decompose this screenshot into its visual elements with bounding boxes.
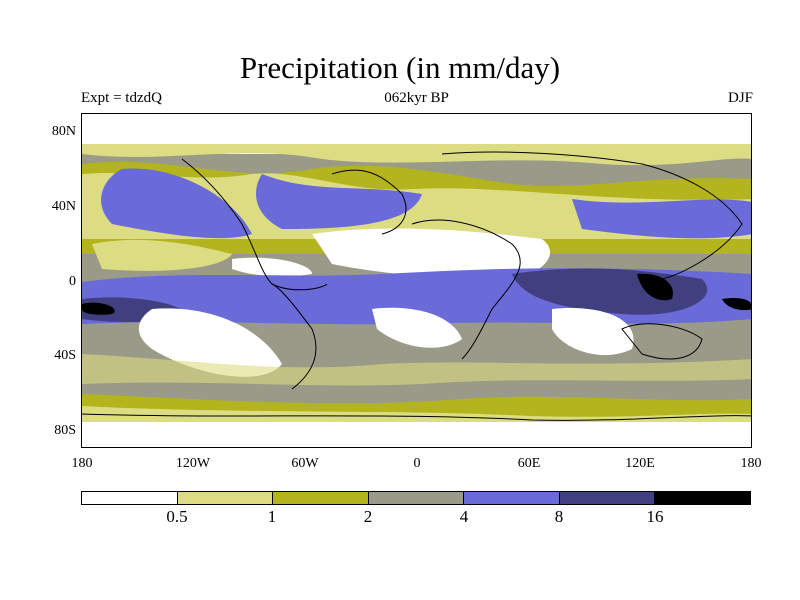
lon-label: 120E [625,456,655,471]
north-pacific-wet [101,168,252,239]
colorbar-label: 4 [459,507,469,526]
lon-label: 180 [740,456,762,471]
colorbar-box [464,492,560,504]
colorbar-box [368,492,465,504]
precipitation-field [82,114,751,447]
lat-label: 80S [54,423,76,438]
lon-label: 120W [175,456,211,471]
colorbar-box [177,492,274,504]
lat-label: 80N [51,124,76,139]
nw-pacific-wet [572,199,751,239]
colorbar-label: 1 [267,507,277,526]
south-pacific-dry [138,308,282,377]
south-indian-dry [552,308,634,356]
arctic-band [82,144,751,166]
experiment-label: Expt = tdzdQ [81,90,162,106]
lat-label: 40S [54,348,76,363]
colorbar-box [82,492,178,504]
south-atlantic-dry [372,307,462,348]
west-pacific-peak [82,302,115,315]
colorbar-label: 2 [363,507,373,526]
lon-label: 60W [291,456,319,471]
maritime-continent-peak [637,273,673,301]
period-label: 062kyr BP [384,90,449,106]
colorbar-label: 16 [646,507,664,526]
colorbar-label: 8 [554,507,564,526]
lat-label: 40N [51,199,76,214]
colorbar-box [273,492,369,504]
sh-light-band [82,354,751,386]
lon-label: 60E [517,456,541,471]
colorbar-label: 0.5 [166,507,188,526]
lon-label: 0 [413,456,421,471]
lat-label: 0 [69,274,76,289]
lon-label: 180 [71,456,93,471]
season-label: DJF [727,90,753,106]
southern-ocean-light [82,406,751,422]
sahara-dry [312,228,551,280]
colorbar-box [559,492,656,504]
subtropic-pac-light [92,239,232,271]
coastlines [82,151,751,421]
antarctica-dry [82,422,751,447]
east-pacific-dry [232,257,312,277]
map-title: Precipitation (in mm/day) [239,50,561,85]
colorbar [81,491,751,505]
dateline-peak [722,298,751,311]
colorbar-box [655,492,751,504]
precipitation-map [81,113,752,448]
north-atlantic-wet [256,174,422,229]
